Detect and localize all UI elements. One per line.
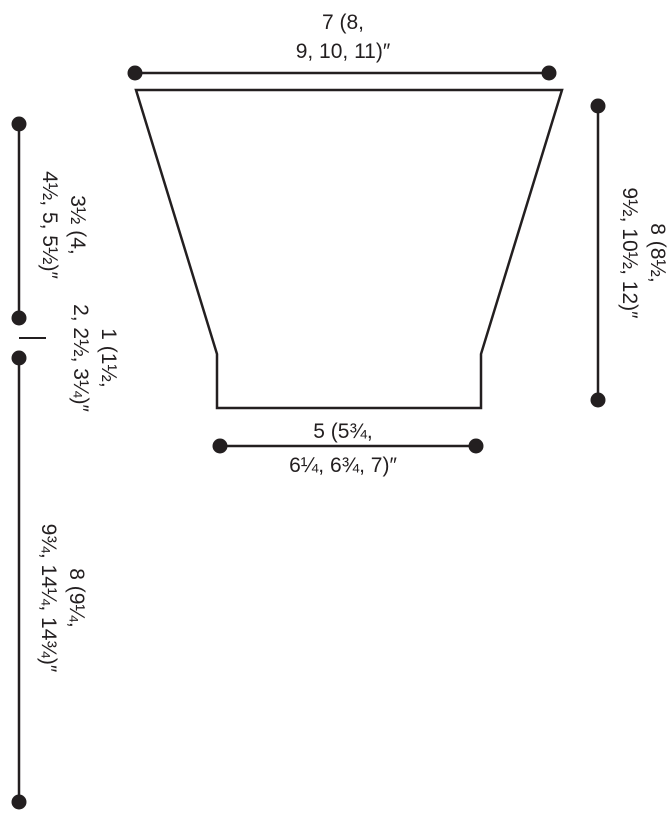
left-lower-label-line2: 9¾, 14¼, 14¾)″ — [37, 524, 60, 673]
right-height-bottom-dot — [590, 392, 606, 408]
right-height-label-line2: 9½, 10½, 12)″ — [618, 187, 641, 319]
left-lower-label-line1: 8 (9¼, — [65, 568, 88, 628]
left-middle-label-line2: 2, 2½, 3¼)″ — [69, 304, 92, 412]
right-height-dimension: 8 (8½, 9½, 10½, 12)″ — [590, 98, 669, 408]
left-lower-bottom-dot — [11, 794, 27, 810]
right-height-top-dot — [590, 98, 606, 114]
left-height-dimension: 3½ (4, 4½, 5, 5½)″ 1 (1½, 2, 2½, 3¼)″ 8 … — [11, 116, 120, 810]
left-upper-label-line2: 4½, 5, 5½)″ — [38, 171, 61, 279]
garment-outline — [134, 88, 564, 410]
bottom-width-dimension: 5 (5¾, 6¼, 6¾, 7)″ — [212, 420, 484, 477]
left-upper-label-line1: 3½ (4, — [66, 195, 89, 255]
left-upper-bottom-dot — [11, 310, 27, 326]
top-width-label-line2: 9, 10, 11)″ — [296, 40, 391, 63]
bottom-width-label-line1: 5 (5¾, — [313, 420, 373, 443]
top-width-right-dot — [541, 65, 557, 81]
left-lower-top-dot — [11, 350, 27, 366]
bottom-width-label-line2: 6¼, 6¾, 7)″ — [289, 454, 397, 477]
top-width-left-dot — [127, 65, 143, 81]
top-width-dimension: 7 (8, 9, 10, 11)″ — [127, 11, 557, 81]
left-upper-top-dot — [11, 116, 27, 132]
top-width-label-line1: 7 (8, — [322, 11, 364, 34]
right-height-label-line1: 8 (8½, — [646, 223, 669, 283]
bottom-width-right-dot — [468, 438, 484, 454]
bottom-width-left-dot — [212, 438, 228, 454]
left-middle-label-line1: 1 (1½, — [97, 328, 120, 388]
